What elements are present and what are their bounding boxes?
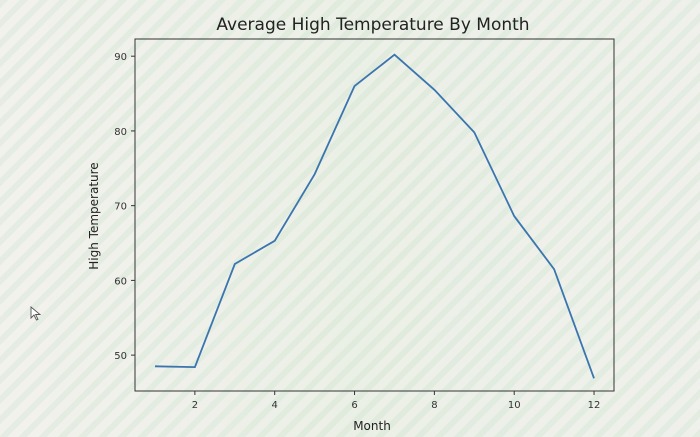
x-tick-label: 12 xyxy=(588,400,601,411)
y-tick-label: 80 xyxy=(114,127,127,138)
y-tick-label: 60 xyxy=(114,276,127,287)
x-tick-label: 8 xyxy=(431,400,437,411)
mouse-cursor-icon xyxy=(30,306,42,321)
x-tick-label: 6 xyxy=(351,400,357,411)
plot-frame xyxy=(134,38,615,392)
chart-title: Average High Temperature By Month xyxy=(216,15,529,35)
x-tick-label: 4 xyxy=(272,400,278,411)
series-line xyxy=(154,53,595,379)
y-tick-label: 70 xyxy=(114,202,127,213)
x-tick-label: 2 xyxy=(192,400,198,411)
y-tick-label: 50 xyxy=(114,351,127,362)
y-tick-label: 90 xyxy=(114,52,127,63)
x-axis-label: Month xyxy=(353,419,391,433)
y-axis-label: High Temperature xyxy=(87,162,101,269)
x-tick-label: 10 xyxy=(508,400,521,411)
y-axis-ticks: 50 60 70 80 90 xyxy=(114,52,135,362)
x-axis-ticks: 2 4 6 8 10 12 xyxy=(192,391,601,411)
